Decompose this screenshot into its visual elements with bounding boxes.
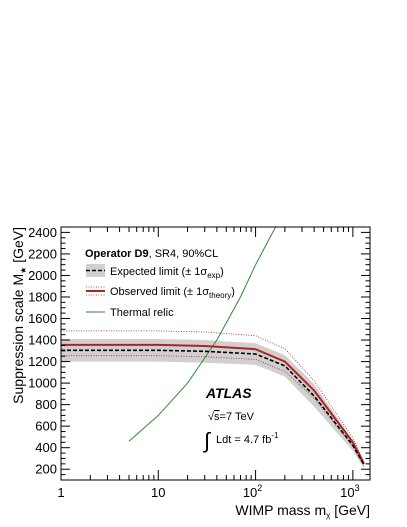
tick-labels: 200 400 600 800 1000 1200 1400 1600 1800 2000 2200…	[28, 225, 360, 500]
y-tick-label: 2400	[28, 225, 57, 240]
legend-observed-label: Observed limit (± 1σtheory)	[110, 286, 235, 300]
plot-frame	[60, 226, 371, 481]
observed-limit-line	[61, 343, 365, 465]
energy-label: √s=7 TeV	[208, 411, 255, 423]
x-tick-label: 102	[243, 483, 262, 500]
expected-band	[61, 339, 364, 469]
y-tick-label: 800	[35, 397, 57, 412]
y-tick-label: 1600	[28, 311, 57, 326]
y-tick-label: 200	[35, 462, 57, 477]
data-layer	[61, 227, 365, 469]
expected-limit-line	[61, 349, 365, 466]
thermal-relic-line	[128, 227, 277, 442]
observed-theory-low-line	[61, 355, 365, 467]
y-tick-label: 1000	[28, 376, 57, 391]
y-tick-label: 400	[35, 440, 57, 455]
y-tick-label: 2200	[28, 246, 57, 261]
y-tick-label: 2000	[28, 268, 57, 283]
y-tick-label: 1800	[28, 289, 57, 304]
y-axis-title: Suppression scale M★ [GeV]	[10, 227, 28, 404]
legend-expected-label: Expected limit (± 1σexp)	[110, 266, 224, 280]
atlas-label: ATLAS	[205, 385, 252, 401]
x-tick-label: 1	[57, 485, 64, 500]
lumi-integral: ∫	[202, 428, 212, 453]
x-axis-title: WIMP mass mχ [GeV]	[235, 502, 370, 520]
y-tick-label: 1400	[28, 333, 57, 348]
legend: Operator D9, SR4, 90%CL Expected limit (…	[85, 248, 235, 319]
legend-title: Operator D9, SR4, 90%CL	[85, 248, 218, 260]
x-tick-label: 103	[340, 483, 359, 500]
lumi-label: Ldt = 4.7 fb-1	[216, 431, 279, 446]
y-tick-label: 1200	[28, 354, 57, 369]
y-tick-label: 600	[35, 419, 57, 434]
axis-ticks	[60, 226, 370, 480]
x-tick-label: 10	[151, 485, 165, 500]
legend-thermal-relic-label: Thermal relic	[110, 307, 174, 319]
observed-theory-high-line	[61, 330, 365, 462]
